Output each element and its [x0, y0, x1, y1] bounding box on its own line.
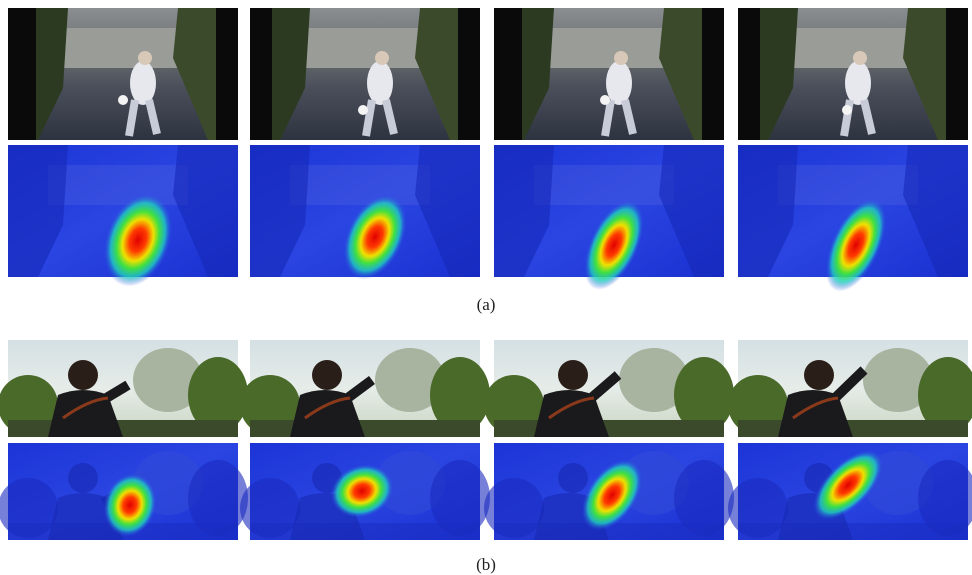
- ground: [250, 523, 480, 540]
- ground: [738, 523, 968, 540]
- heatmap: [484, 443, 734, 542]
- wall: [290, 165, 430, 205]
- heatmap: [728, 438, 972, 540]
- ball: [842, 105, 852, 115]
- wall: [534, 165, 674, 205]
- bar-left: [8, 8, 36, 140]
- video-frame: [8, 8, 238, 140]
- wall: [534, 28, 674, 68]
- ball: [358, 105, 368, 115]
- bar-right: [458, 8, 480, 140]
- heatmap: [0, 443, 248, 543]
- panels: [0, 8, 972, 543]
- ground: [738, 420, 968, 437]
- caption-a: (a): [477, 295, 496, 314]
- ball: [600, 95, 610, 105]
- bar-right: [216, 8, 238, 140]
- heatmap: [494, 145, 724, 299]
- heatmap: [8, 145, 238, 296]
- boy-head: [68, 463, 98, 493]
- wall: [48, 165, 188, 205]
- boy-head: [558, 463, 588, 493]
- caption-b: (b): [476, 555, 496, 574]
- wall: [778, 28, 918, 68]
- boy-head: [312, 360, 342, 390]
- ground: [494, 420, 724, 437]
- video-frame: [250, 8, 480, 140]
- video-frame: [240, 340, 490, 437]
- bar-left: [250, 8, 272, 140]
- ground: [8, 420, 238, 437]
- player-body: [367, 61, 393, 105]
- player-body: [606, 61, 632, 105]
- heatmap: [250, 145, 480, 290]
- bar-left: [738, 8, 760, 140]
- wall: [290, 28, 430, 68]
- boy-head: [804, 360, 834, 390]
- player-body: [845, 61, 871, 105]
- video-frame: [728, 340, 972, 437]
- boy-head: [558, 360, 588, 390]
- bar-right: [702, 8, 724, 140]
- figure: (a) (b): [0, 0, 972, 575]
- boy-head: [68, 360, 98, 390]
- video-frame: [484, 340, 734, 437]
- heatmap: [240, 443, 490, 540]
- bar-right: [946, 8, 968, 140]
- player-head: [614, 51, 628, 65]
- ball: [118, 95, 128, 105]
- player-head: [375, 51, 389, 65]
- video-frame: [494, 8, 724, 140]
- player-head: [853, 51, 867, 65]
- wall: [48, 28, 188, 68]
- ground: [250, 420, 480, 437]
- bar-left: [494, 8, 522, 140]
- wall: [778, 165, 918, 205]
- heatmap: [738, 145, 968, 300]
- video-frame: [738, 8, 968, 140]
- player-head: [138, 51, 152, 65]
- player-body: [130, 61, 156, 105]
- video-frame: [0, 340, 248, 437]
